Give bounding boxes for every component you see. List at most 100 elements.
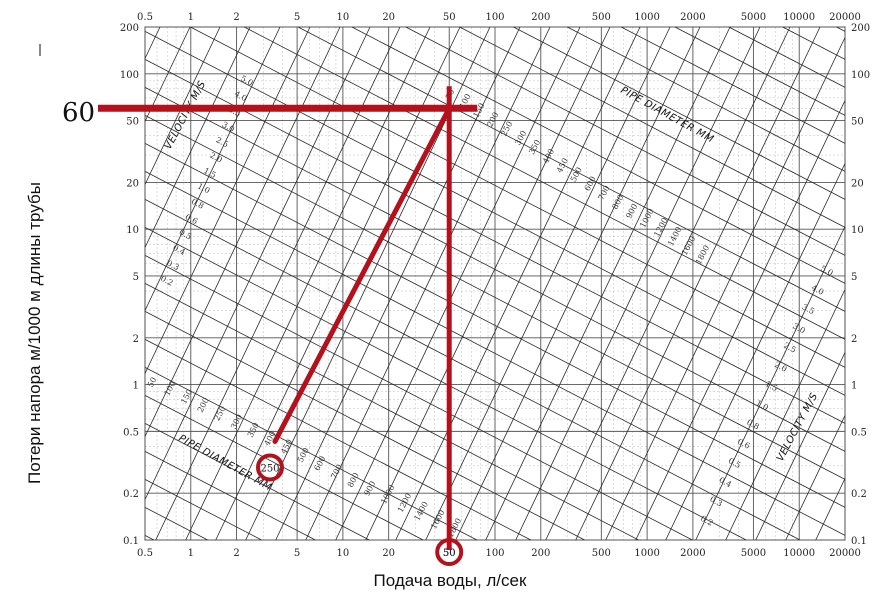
x-tick-label: 100 — [485, 548, 504, 559]
x-tick-label: 0.5 — [137, 548, 153, 559]
x-tick-label: 0.5 — [137, 12, 153, 23]
y-tick-label: 100 — [851, 70, 870, 81]
x-tick-label: 2 — [233, 548, 239, 559]
velocity-line — [144, 87, 846, 452]
pipe-diameter-line — [395, 26, 641, 541]
x-tick-label: 1 — [188, 548, 194, 559]
velocity-line — [144, 535, 155, 541]
y-tick-label: 0.5 — [123, 427, 139, 438]
x-tick-label: 2000 — [680, 12, 705, 23]
y-tick-label: 10 — [126, 225, 139, 236]
x-tick-label: 500 — [592, 548, 611, 559]
velocity-line — [297, 26, 846, 312]
pipe-diameter-line — [305, 26, 551, 541]
pipe-diameter-line — [365, 26, 611, 541]
x-tick-label: 500 — [592, 12, 611, 23]
pipe-diameter-line — [144, 26, 341, 437]
pipe-diameter-line — [635, 100, 846, 541]
x-tick-label: 200 — [531, 12, 550, 23]
x-tick-label: 50 — [443, 548, 456, 559]
x-tick-label: 20000 — [829, 548, 861, 559]
pipe-diameter-line — [725, 289, 846, 541]
x-tick-label: 1000 — [634, 548, 659, 559]
velocity-line — [728, 26, 846, 88]
x-tick-label: 100 — [485, 12, 504, 23]
y-tick-labels-left: 200 100 50 20 10 5 2 1 0.5 0.2 0.1 — [120, 23, 139, 547]
pipe-diameter-line — [515, 26, 761, 541]
velocity-line — [144, 59, 846, 424]
velocity-line — [144, 367, 478, 541]
velocity-line — [674, 26, 846, 116]
y-tick-label: 0.2 — [851, 489, 867, 500]
velocity-line — [836, 26, 846, 32]
pipe-diameter-line — [785, 415, 846, 541]
x-tick-label: 200 — [531, 548, 550, 559]
pipe-diameter-line — [215, 26, 461, 541]
x-tick-label: 2 — [233, 12, 239, 23]
pipe-diameter-line — [455, 26, 701, 541]
y-tick-label: 200 — [120, 23, 139, 34]
flow-circle — [435, 538, 464, 566]
x-tick-label: 10000 — [783, 12, 815, 23]
pipe-diameter-line — [575, 26, 821, 541]
velocity-line — [144, 283, 639, 541]
y-tick-label: 5 — [133, 272, 139, 283]
headloss-callout: 60 — [62, 98, 95, 128]
pipe-diameter-line — [545, 26, 791, 541]
velocity-line — [144, 507, 208, 541]
x-tick-label: 5 — [294, 548, 300, 559]
pipe-diameter-line — [144, 26, 251, 248]
x-tick-label: 5000 — [741, 12, 766, 23]
x-tick-label: 20000 — [829, 12, 861, 23]
x-tick-label: 10 — [337, 548, 350, 559]
pipe-diameter-line — [275, 26, 521, 541]
velocity-line — [513, 26, 846, 200]
pipe-diameter-line — [485, 26, 731, 541]
pipe-diameter-line — [144, 26, 281, 311]
velocity-line — [620, 26, 846, 144]
x-axis-label: Подача воды, л/сек — [374, 571, 527, 590]
velocity-line — [782, 26, 846, 60]
y-tick-label: 200 — [851, 23, 870, 34]
diameter-circle — [256, 453, 284, 482]
x-tick-label: 50 — [443, 12, 456, 23]
y-tick-label: 1 — [851, 381, 857, 392]
pipe-diameter-line — [155, 26, 401, 541]
velocity-line — [144, 423, 370, 541]
x-tick-labels-bottom: 0.5 1 2 5 10 20 50 100 200 500 1000 2000 5000 10000 20… — [137, 548, 861, 559]
pipe-diameter-line — [815, 478, 846, 541]
pipe-diameter-line — [144, 26, 311, 374]
y-tick-label: 50 — [126, 117, 139, 128]
y-tick-label: 0.5 — [851, 427, 867, 438]
y-tick-label: 5 — [851, 272, 857, 283]
x-tick-label: 10000 — [783, 548, 815, 559]
y-tick-label: 50 — [851, 117, 864, 128]
velocity-line — [459, 26, 846, 228]
velocity-lines — [144, 26, 846, 541]
x-tick-label: 1 — [188, 12, 194, 23]
diameter-line — [272, 105, 452, 444]
pipe-diameter-line — [605, 37, 846, 541]
y-tick-label: 20 — [126, 178, 139, 189]
x-tick-labels-top: 0.5 1 2 5 10 20 50 100 200 500 1000 2000 5000 10000 20… — [137, 12, 861, 23]
x-tick-label: 20 — [382, 548, 395, 559]
y-tick-label: 2 — [133, 334, 139, 345]
velocity-line — [144, 255, 693, 541]
y-tick-label: 1 — [133, 381, 139, 392]
velocity-line — [144, 171, 846, 536]
annotation-overlay: 2 50 50 — [98, 86, 478, 566]
velocity-line — [144, 311, 585, 541]
velocity-line — [144, 451, 316, 541]
x-tick-label: 10 — [337, 12, 350, 23]
y-tick-label: 0.1 — [123, 536, 139, 547]
velocity-line — [144, 31, 846, 396]
pipe-diameter-line — [695, 226, 846, 541]
y-tick-label: 0.1 — [851, 536, 867, 547]
velocity-line — [144, 199, 801, 541]
y-tick-label: 10 — [851, 225, 864, 236]
pipe-diameter-line — [185, 26, 431, 541]
pipe-diameter-line — [335, 26, 581, 541]
diameter-scale-number: 50 — [146, 376, 159, 389]
y-tick-label: 20 — [851, 178, 864, 189]
flow-circle-label: 50 — [443, 548, 456, 559]
